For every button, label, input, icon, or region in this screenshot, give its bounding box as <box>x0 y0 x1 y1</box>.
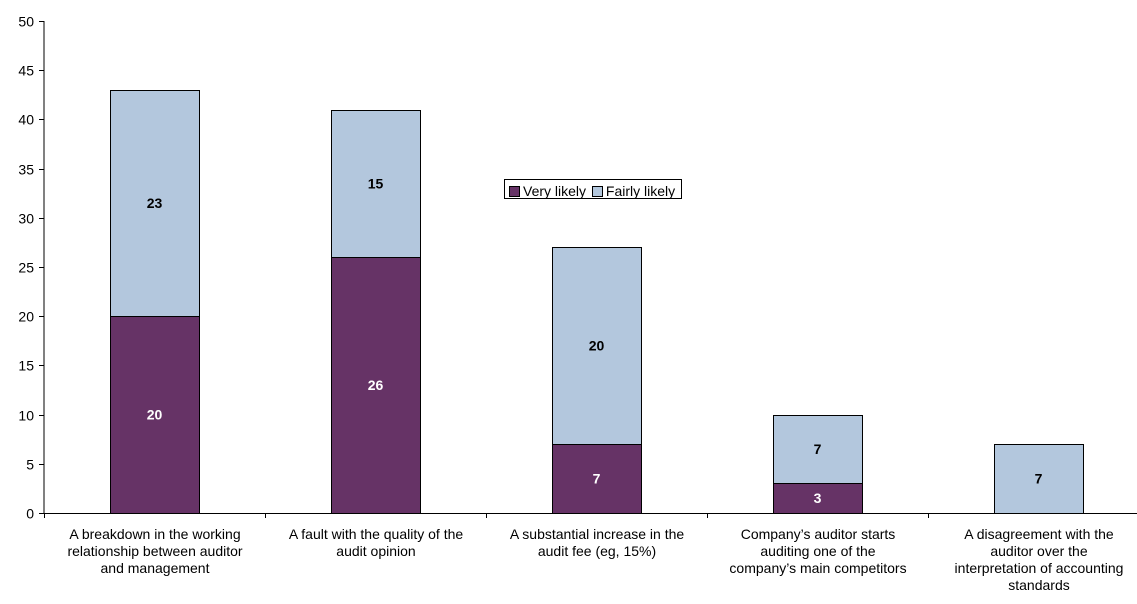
legend-swatch-very-likely <box>509 185 520 197</box>
bar-segment-fairly-likely <box>331 110 421 258</box>
legend-label-fairly-likely: Fairly likely <box>605 183 676 199</box>
x-axis <box>44 513 1137 518</box>
x-category-label: Company’s auditor starts auditing one of … <box>698 526 938 577</box>
y-tick-label: 35 <box>18 162 34 178</box>
data-label: 20 <box>589 338 605 354</box>
data-label: 26 <box>368 377 384 393</box>
x-category-label-line: relationship between auditor <box>67 543 243 559</box>
x-category-label-line: A breakdown in the working <box>69 526 241 542</box>
bar-segment-very-likely <box>110 316 200 514</box>
data-label: 20 <box>147 407 163 423</box>
x-category-label-line: standards <box>1008 577 1070 593</box>
bar-segment-fairly-likely <box>110 90 200 317</box>
legend-label-very-likely: Very likely <box>523 183 587 199</box>
x-category-label-line: auditing one of the <box>760 543 876 559</box>
bars: 20 23 26 15 7 20 3 7 7 <box>110 90 1084 514</box>
x-category-label-line: A fault with the quality of the <box>288 526 464 542</box>
y-tick-label: 30 <box>18 211 34 227</box>
y-tick-label: 15 <box>18 358 34 374</box>
x-category-label-line: and management <box>100 560 210 576</box>
y-tick-label: 50 <box>18 14 34 30</box>
data-label: 23 <box>147 195 163 211</box>
y-axis: 0 5 10 15 20 25 30 35 40 45 50 <box>18 14 45 522</box>
x-category-label-line: audit opinion <box>336 543 416 559</box>
bar-segment-fairly-likely <box>773 415 863 484</box>
bar-segment-fairly-likely <box>994 444 1084 514</box>
x-category-label: A breakdown in the working relationship b… <box>35 526 275 577</box>
x-category-label-line: interpretation of accounting <box>954 560 1124 576</box>
x-category-label-line: audit fee (eg, 15%) <box>537 543 657 559</box>
x-category-label: A disagreement with the auditor over the i… <box>919 526 1137 594</box>
x-category-label-line: A disagreement with the <box>964 526 1114 542</box>
x-category-label-line: company’s main competitors <box>729 560 907 576</box>
x-category-label-line: Company’s auditor starts <box>740 526 896 542</box>
legend-entry-very-likely: Very likely <box>509 181 586 201</box>
bar-segment-very-likely <box>773 483 863 514</box>
x-category-label: A substantial increase in the audit fee (… <box>477 526 717 560</box>
bar-segment-fairly-likely <box>552 247 642 445</box>
data-label: 7 <box>1035 471 1043 487</box>
x-category-label-line: auditor over the <box>990 543 1088 559</box>
data-label: 3 <box>814 490 822 506</box>
data-label: 7 <box>814 441 822 457</box>
y-tick-label: 45 <box>18 63 34 79</box>
y-tick-label: 5 <box>26 457 34 473</box>
legend-swatch-fairly-likely <box>591 185 603 197</box>
y-tick-label: 20 <box>18 309 34 325</box>
x-category-label: A fault with the quality of the audit opi… <box>256 526 496 560</box>
x-category-label-line: A substantial increase in the <box>509 526 685 542</box>
y-tick-label: 40 <box>18 112 34 128</box>
data-label: 15 <box>368 175 384 191</box>
legend: Very likely Fairly likely <box>504 179 683 201</box>
data-label: 7 <box>593 471 601 487</box>
y-tick-label: 10 <box>18 408 34 424</box>
y-tick-label: 25 <box>18 260 34 276</box>
legend-entry-fairly-likely: Fairly likely <box>591 181 676 201</box>
y-tick-label: 0 <box>26 506 34 522</box>
